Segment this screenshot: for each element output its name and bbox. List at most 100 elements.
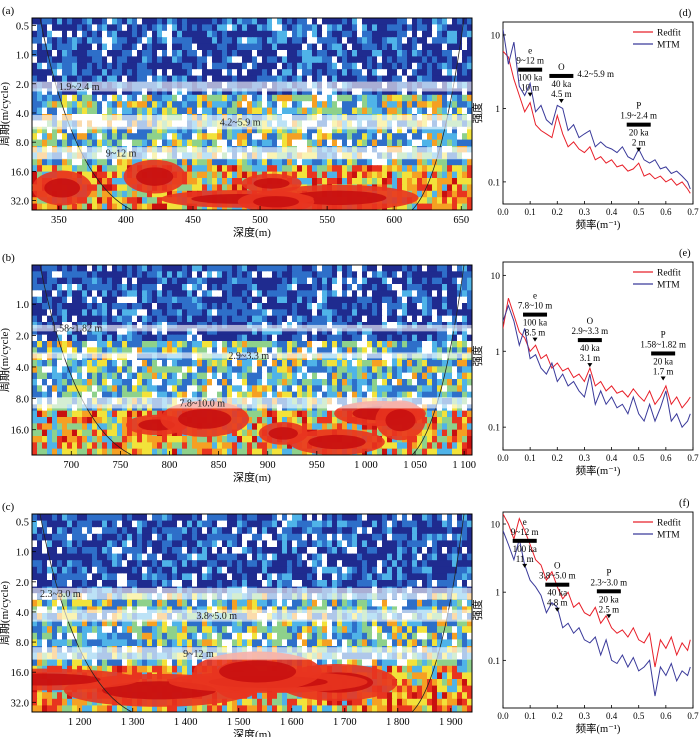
wavelet-cell (372, 56, 378, 64)
wavelet-cell (67, 296, 73, 304)
wavelet-cell (452, 37, 458, 45)
wavelet-cell (187, 290, 193, 298)
wavelet-cell (32, 203, 38, 210)
wavelet-cell (412, 341, 418, 348)
wavelet-cell (112, 37, 118, 45)
wavelet-cell (277, 18, 283, 25)
wavelet-cell (192, 347, 198, 355)
wavelet-cell (327, 341, 333, 348)
wavelet-cell (217, 379, 223, 386)
wavelet-cell (322, 69, 328, 77)
wavelet-cell (297, 366, 303, 374)
wavelet-cell (322, 379, 328, 386)
wavelet-cell (122, 391, 128, 399)
wavelet-cell (162, 385, 168, 393)
wavelet-cell (457, 158, 463, 166)
wavelet-cell (317, 139, 323, 147)
wavelet-cell (142, 62, 148, 70)
wavelet-cell (367, 328, 373, 336)
wavelet-cell (127, 315, 133, 323)
wavelet-cell (422, 197, 428, 205)
wavelet-cell (282, 37, 288, 45)
wavelet-cell (412, 24, 418, 32)
wavelet-cell (267, 379, 273, 386)
wavelet-cell (407, 101, 413, 109)
wavelet-cell (132, 366, 138, 374)
wavelet-cell (212, 139, 218, 147)
wavelet-cell (447, 165, 453, 173)
wavelet-cell (217, 347, 223, 355)
wavelet-cell (32, 417, 38, 424)
wavelet-cell (77, 107, 83, 115)
wavelet-cell (222, 360, 228, 367)
wavelet-cell (307, 360, 313, 367)
wavelet-cell (402, 101, 408, 109)
wavelet-cell (412, 158, 418, 166)
wavelet-cell (447, 69, 453, 77)
wavelet-cell (392, 277, 398, 285)
wavelet-cell (467, 290, 472, 298)
wavelet-cell (267, 372, 273, 380)
wavelet-cell (252, 315, 258, 323)
wavelet-cell (412, 290, 418, 298)
wavelet-cell (412, 107, 418, 115)
wavelet-cell (52, 139, 58, 147)
wavelet-cell (102, 277, 108, 285)
wavelet-cell (277, 43, 283, 51)
wavelet-cell (457, 126, 463, 134)
wavelet-cell (137, 385, 143, 393)
wavelet-cell (197, 126, 203, 134)
wavelet-cell (362, 347, 368, 355)
wavelet-cell (197, 107, 203, 115)
wavelet-cell (392, 265, 398, 272)
wavelet-cell (427, 133, 433, 141)
wavelet-cell (52, 334, 58, 342)
wavelet-cell (92, 328, 98, 336)
wavelet-cell (122, 56, 128, 64)
wavelet-cell (32, 69, 38, 77)
wavelet-cell (157, 133, 163, 141)
wavelet-cell (307, 126, 313, 134)
wavelet-cell (182, 328, 188, 336)
wavelet-cell (337, 139, 343, 147)
wavelet-cell (212, 379, 218, 386)
wavelet-cell (277, 341, 283, 348)
wavelet-cell (67, 366, 73, 374)
wavelet-cell (247, 75, 253, 83)
wavelet-cell (57, 107, 63, 115)
wavelet-cell (427, 50, 433, 57)
wavelet-cell (262, 309, 268, 317)
wavelet-cell (207, 62, 213, 70)
wavelet-cell (427, 184, 433, 192)
wavelet-cell (312, 391, 318, 399)
wavelet-cell (362, 303, 368, 310)
wavelet-cell (262, 315, 268, 323)
wavelet-cell (457, 334, 463, 342)
wavelet-cell (327, 62, 333, 70)
wavelet-cell (52, 271, 58, 279)
wavelet-cell (387, 37, 393, 45)
wavelet-cell (367, 178, 373, 185)
period-band-label: 1.9~2.4 m (59, 82, 100, 93)
wavelet-cell (122, 75, 128, 83)
wavelet-cell (122, 328, 128, 336)
wavelet-cell (347, 24, 353, 32)
wavelet-cell (427, 88, 433, 96)
wavelet-cell (197, 75, 203, 83)
wavelet-cell (197, 379, 203, 386)
wavelet-cell (127, 391, 133, 399)
wavelet-cell (232, 24, 238, 32)
wavelet-cell (452, 347, 458, 355)
wavelet-cell (267, 133, 273, 141)
wavelet-cell (227, 178, 233, 185)
wavelet-cell (322, 56, 328, 64)
wavelet-cell (262, 69, 268, 77)
wavelet-cell (132, 37, 138, 45)
wavelet-cell (237, 360, 243, 367)
wavelet-cell (402, 347, 408, 355)
wavelet-cell (377, 391, 383, 399)
wavelet-cell (322, 277, 328, 285)
wavelet-cell (242, 277, 248, 285)
wavelet-cell (247, 347, 253, 355)
wavelet-cell (132, 190, 138, 198)
